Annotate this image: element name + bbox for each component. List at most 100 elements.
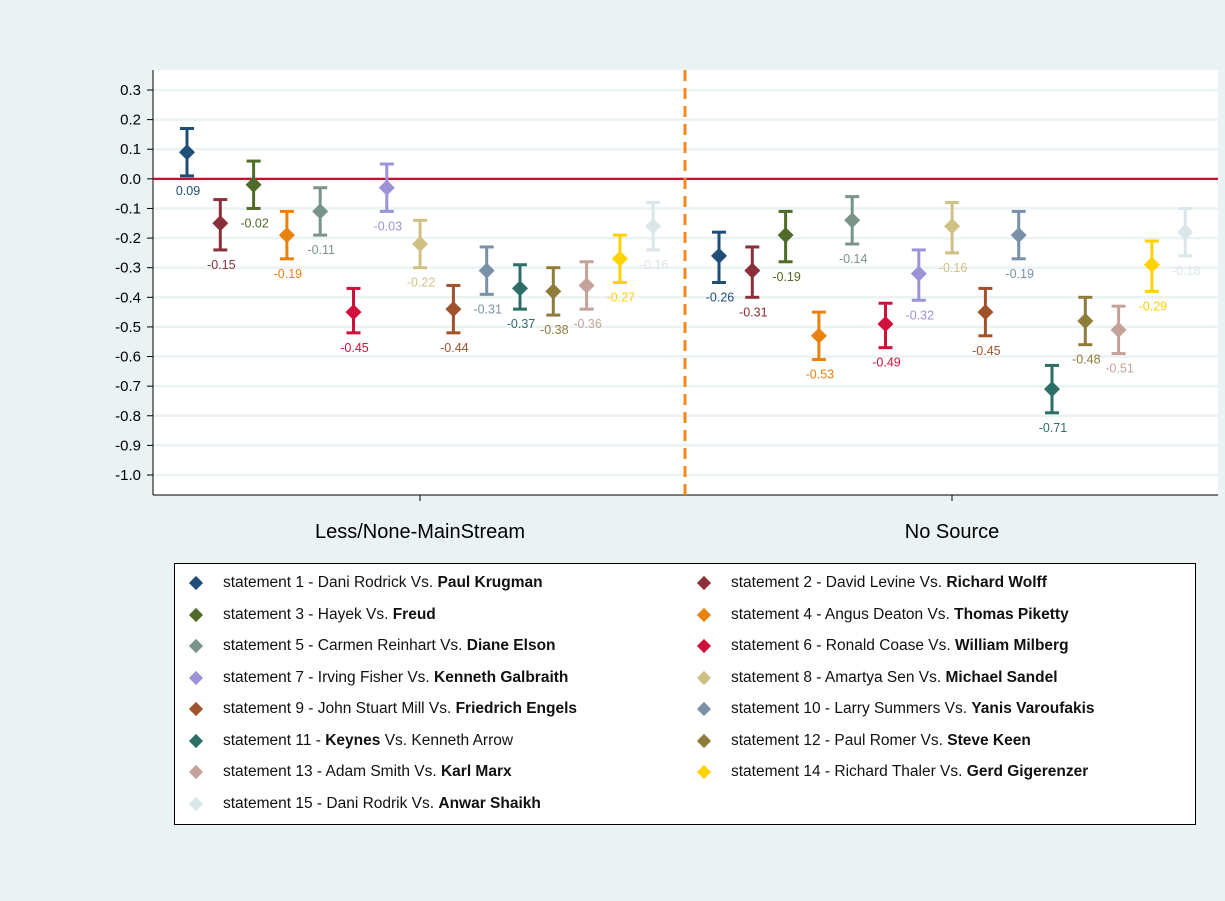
data-point-group: -0.19 [274, 209, 302, 281]
data-label: -0.38 [540, 323, 569, 337]
data-point-group: -0.31 [473, 245, 502, 316]
data-point-marker [278, 227, 295, 244]
data-point-group: -0.29 [1139, 239, 1168, 313]
legend-entry: statement 5 - Carmen Reinhart Vs. Diane … [188, 637, 556, 655]
data-marks: 0.09 -0.15 -0.02 -0.19 -0.11 -0.45 -0.03 -0.22 -… [176, 127, 1201, 435]
data-point-group: -0.19 [1005, 209, 1034, 281]
legend-diamond-icon [696, 607, 712, 622]
data-point-marker [578, 277, 595, 294]
data-label: -0.37 [507, 317, 536, 331]
y-tick-label: -0.9 [115, 437, 141, 454]
data-point-group: -0.48 [1072, 295, 1101, 367]
data-point-group: -0.31 [739, 245, 768, 319]
data-point-marker [1177, 224, 1194, 241]
y-tick-label: 0.0 [120, 171, 141, 188]
legend-label: statement 2 - David Levine Vs. Richard W… [731, 574, 1047, 592]
legend-label-bold: Keynes [325, 731, 381, 749]
data-label: -0.45 [972, 344, 1001, 358]
legend-label: statement 4 - Angus Deaton Vs. Thomas Pi… [731, 606, 1069, 624]
data-label: -0.27 [607, 291, 636, 305]
legend-diamond-icon [188, 575, 204, 591]
y-tick-label: -0.4 [115, 289, 141, 306]
legend-label-bold: Diane Elson [466, 637, 556, 654]
legend-label: statement 3 - Hayek Vs. Freud [223, 606, 436, 624]
legend-entry: statement 13 - Adam Smith Vs. Karl Marx [188, 763, 512, 781]
data-point-group: -0.51 [1105, 304, 1134, 376]
data-point-marker [1044, 381, 1060, 398]
data-point-group: -0.18 [1172, 206, 1201, 278]
legend-label-prefix: statement 5 - Carmen Reinhart Vs. [223, 637, 467, 654]
legend-label-prefix: statement 14 - Richard Thaler Vs. [731, 763, 967, 780]
data-label: -0.29 [1139, 299, 1168, 313]
legend-label: statement 9 - John Stuart Mill Vs. Fried… [223, 700, 577, 718]
legend-label-bold: William Milberg [955, 637, 1069, 654]
data-point-group: -0.45 [340, 286, 369, 355]
legend-label-bold: Paul Krugman [437, 574, 543, 591]
legend-label-bold: Freud [392, 605, 436, 623]
legend-entry: statement 10 - Larry Summers Vs. Yanis V… [696, 700, 1095, 718]
data-point-marker [1010, 227, 1027, 244]
legend-entry: statement 2 - David Levine Vs. Richard W… [696, 574, 1047, 592]
legend-label-prefix: statement 6 - Ronald Coase Vs. [731, 637, 956, 654]
legend-entry: statement 12 - Paul Romer Vs. Steve Keen [696, 732, 1031, 750]
data-label: -0.26 [706, 291, 735, 305]
legend-label: statement 5 - Carmen Reinhart Vs. Diane … [223, 637, 556, 655]
legend-entry: statement 8 - Amartya Sen Vs. Michael Sa… [696, 668, 1058, 687]
data-point-marker [944, 218, 961, 235]
legend-diamond-icon [696, 733, 712, 748]
data-label: -0.31 [473, 302, 502, 316]
data-point-group: -0.11 [307, 186, 335, 257]
data-point-marker [1077, 313, 1094, 329]
legend: statement 1 - Dani Rodrick Vs. Paul Krug… [174, 563, 1196, 825]
legend-entry: statement 3 - Hayek Vs. Freud [188, 606, 436, 624]
data-point-group: -0.16 [640, 201, 669, 272]
legend-entry: statement 4 - Angus Deaton Vs. Thomas Pi… [696, 606, 1069, 624]
data-label: -0.16 [640, 258, 669, 272]
legend-label-bold: Kenneth Galbraith [434, 668, 569, 686]
legend-label: statement 11 - Keynes Vs. Kenneth Arrow [223, 732, 513, 750]
y-tick-label: 0.3 [120, 82, 141, 99]
legend-label-bold: Richard Wolff [946, 574, 1047, 591]
y-tick-label: -0.3 [115, 260, 141, 277]
data-label: -0.03 [374, 219, 403, 233]
data-label: -0.44 [440, 341, 469, 355]
y-tick-label: -1.0 [115, 467, 141, 484]
legend-label-bold: Michael Sandel [945, 668, 1058, 686]
data-label: 0.09 [176, 184, 200, 198]
data-point-marker [345, 304, 362, 321]
legend-label-bold: Gerd Gigerenzer [966, 763, 1089, 780]
data-label: -0.48 [1072, 353, 1101, 367]
legend-entry: statement 11 - Keynes Vs. Kenneth Arrow [188, 732, 513, 750]
legend-entry: statement 9 - John Stuart Mill Vs. Fried… [188, 700, 577, 718]
data-label: -0.02 [240, 216, 269, 230]
legend-label-bold: Yanis Varoufakis [971, 700, 1095, 717]
plot-area [153, 70, 1218, 495]
data-point-marker [179, 144, 195, 161]
y-tick-label: 0.2 [120, 112, 141, 129]
data-label: -0.19 [772, 270, 801, 284]
data-point-marker [445, 301, 462, 318]
data-label: -0.22 [407, 276, 436, 290]
legend-label-bold: Anwar Shaikh [438, 794, 541, 812]
data-point-marker [910, 265, 927, 282]
data-point-group: -0.16 [939, 201, 967, 275]
data-point-marker [1110, 321, 1127, 338]
data-point-marker [412, 236, 429, 252]
legend-label: statement 6 - Ronald Coase Vs. William M… [731, 637, 1069, 655]
data-point-marker [212, 215, 229, 232]
legend-label-prefix: statement 2 - David Levine Vs. [731, 574, 947, 591]
legend-label: statement 14 - Richard Thaler Vs. Gerd G… [731, 763, 1088, 781]
data-point-group: -0.38 [540, 266, 569, 337]
data-point-group: -0.19 [772, 209, 801, 284]
y-tick-label: -0.2 [115, 230, 141, 247]
legend-entry: statement 15 - Dani Rodrik Vs. Anwar Sha… [188, 794, 541, 813]
data-point-group: -0.22 [407, 218, 436, 290]
y-tick-label: -0.6 [115, 349, 141, 366]
legend-diamond-icon [188, 796, 204, 811]
data-point-group: -0.45 [972, 286, 1001, 358]
data-label: -0.11 [307, 243, 335, 257]
legend-diamond-icon [696, 638, 712, 654]
data-label: -0.18 [1172, 264, 1201, 278]
data-label: -0.51 [1105, 362, 1134, 376]
y-tick-label: -0.7 [115, 378, 141, 395]
